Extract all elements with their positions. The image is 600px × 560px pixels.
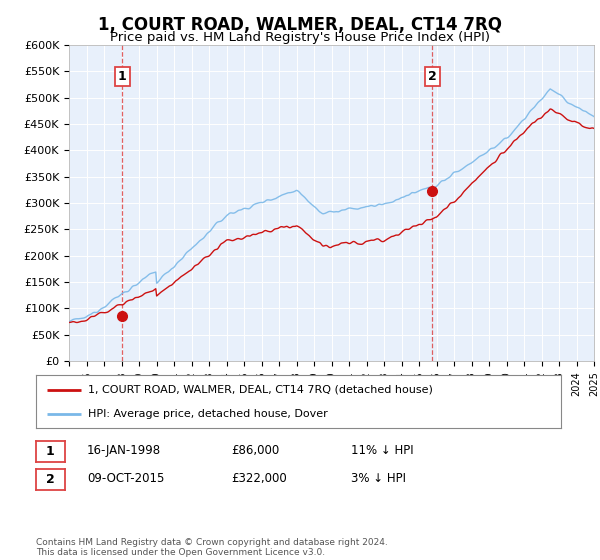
- Text: 1, COURT ROAD, WALMER, DEAL, CT14 7RQ: 1, COURT ROAD, WALMER, DEAL, CT14 7RQ: [98, 16, 502, 34]
- Text: 1, COURT ROAD, WALMER, DEAL, CT14 7RQ (detached house): 1, COURT ROAD, WALMER, DEAL, CT14 7RQ (d…: [89, 385, 433, 395]
- Text: 1: 1: [118, 70, 127, 83]
- Text: 16-JAN-1998: 16-JAN-1998: [87, 444, 161, 458]
- Text: 3% ↓ HPI: 3% ↓ HPI: [351, 472, 406, 486]
- Text: 1: 1: [46, 445, 55, 458]
- Text: £322,000: £322,000: [231, 472, 287, 486]
- Text: Contains HM Land Registry data © Crown copyright and database right 2024.
This d: Contains HM Land Registry data © Crown c…: [36, 538, 388, 557]
- Text: 09-OCT-2015: 09-OCT-2015: [87, 472, 164, 486]
- Text: Price paid vs. HM Land Registry's House Price Index (HPI): Price paid vs. HM Land Registry's House …: [110, 31, 490, 44]
- Text: 2: 2: [428, 70, 437, 83]
- Text: HPI: Average price, detached house, Dover: HPI: Average price, detached house, Dove…: [89, 409, 328, 419]
- Text: 2: 2: [46, 473, 55, 486]
- Text: 11% ↓ HPI: 11% ↓ HPI: [351, 444, 413, 458]
- Text: £86,000: £86,000: [231, 444, 279, 458]
